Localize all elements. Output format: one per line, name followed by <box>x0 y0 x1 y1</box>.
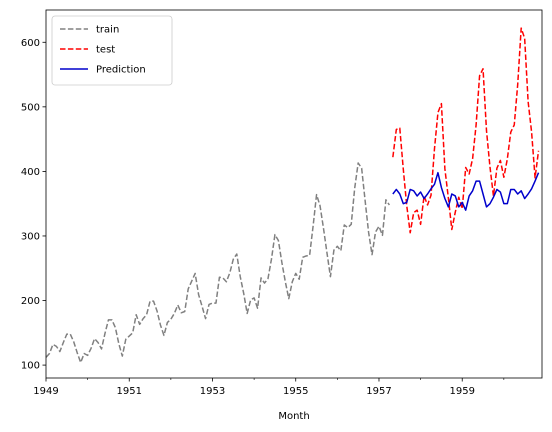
x-tick-label: 1959 <box>449 386 474 397</box>
x-tick-label: 1955 <box>283 386 308 397</box>
legend-label-train: train <box>96 25 119 36</box>
y-tick-label: 500 <box>21 102 40 113</box>
series-layer <box>45 27 540 364</box>
x-tick-label: 1957 <box>366 386 391 397</box>
y-axis-ticks: 100 200 300 400 500 600 <box>21 38 46 372</box>
y-tick-label: 300 <box>21 231 40 242</box>
y-tick-label: 200 <box>21 296 40 307</box>
series-line-train <box>45 162 391 364</box>
legend: train test Prediction <box>51 15 173 86</box>
series-line-test <box>392 27 540 234</box>
y-tick-label: 400 <box>21 167 40 178</box>
x-axis-title: Month <box>278 411 309 422</box>
series-line-prediction <box>392 171 540 211</box>
plot-frame <box>45 9 543 379</box>
y-tick-label: 100 <box>21 361 40 372</box>
legend-label-prediction: Prediction <box>96 65 146 76</box>
x-tick-label: 1951 <box>117 386 142 397</box>
x-axis-ticks: 1949 1951 1953 1955 1957 1959 <box>33 378 505 397</box>
legend-box <box>51 15 173 86</box>
x-tick-label: 1949 <box>33 386 58 397</box>
legend-label-test: test <box>96 45 115 56</box>
y-tick-label: 600 <box>21 38 40 49</box>
x-tick-label: 1953 <box>200 386 225 397</box>
